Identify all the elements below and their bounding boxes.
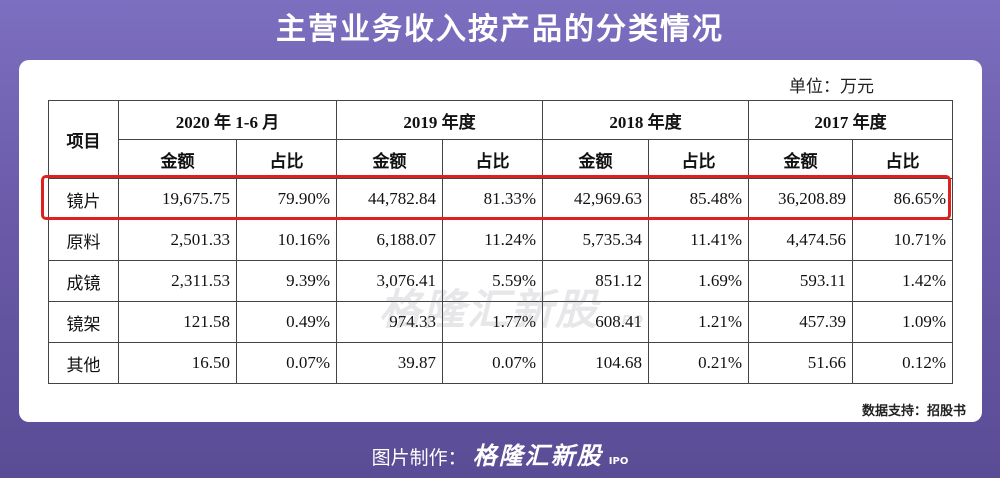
- row-label: 成镜: [48, 260, 119, 302]
- cell-amount: 593.11: [748, 260, 853, 302]
- row-label: 其他: [48, 342, 119, 384]
- page-title: 主营业务收入按产品的分类情况: [276, 12, 724, 47]
- cell-share: 10.16%: [236, 219, 337, 261]
- period-header: 2019 年度: [336, 100, 543, 140]
- amount-header: 金额: [542, 139, 649, 179]
- cell-amount: 51.66: [748, 342, 853, 384]
- amount-header: 金额: [336, 139, 443, 179]
- cell-amount: 851.12: [542, 260, 649, 302]
- share-header: 占比: [648, 139, 749, 179]
- cell-share: 1.69%: [648, 260, 749, 302]
- cell-share: 1.42%: [852, 260, 953, 302]
- period-header: 2017 年度: [748, 100, 953, 140]
- cell-share: 9.39%: [236, 260, 337, 302]
- cell-amount: 121.58: [118, 301, 237, 343]
- table-row: 镜片 19,675.75 79.90% 44,782.84 81.33% 42,…: [48, 178, 953, 220]
- cell-share: 11.24%: [442, 219, 543, 261]
- cell-amount: 36,208.89: [748, 178, 853, 220]
- cell-amount: 3,076.41: [336, 260, 443, 302]
- cell-amount: 19,675.75: [118, 178, 237, 220]
- footer-brand-sub: IPO: [608, 456, 629, 467]
- cell-amount: 4,474.56: [748, 219, 853, 261]
- cell-amount: 2,311.53: [118, 260, 237, 302]
- watermark-sub: IPO: [615, 313, 646, 327]
- cell-amount: 44,782.84: [336, 178, 443, 220]
- table-row: 成镜 2,311.53 9.39% 3,076.41 5.59% 851.12 …: [48, 260, 953, 302]
- share-header: 占比: [236, 139, 337, 179]
- footer-brand: 格隆汇新股: [472, 442, 603, 470]
- period-header: 2020 年 1-6 月: [118, 100, 337, 140]
- cell-amount: 6,188.07: [336, 219, 443, 261]
- cell-share: 0.21%: [648, 342, 749, 384]
- data-source-note: 数据支持：招股书: [861, 404, 966, 419]
- row-label: 原料: [48, 219, 119, 261]
- item-header: 项目: [48, 100, 119, 179]
- cell-share: 86.65%: [852, 178, 953, 220]
- row-label: 镜片: [48, 178, 119, 220]
- cell-share: 0.07%: [442, 342, 543, 384]
- cell-share: 1.21%: [648, 301, 749, 343]
- highlight-box: [41, 175, 951, 220]
- cell-amount: 39.87: [336, 342, 443, 384]
- table-card: 单位：万元 项目 2020 年 1-6 月 2019 年度 2018 年度 20…: [19, 60, 982, 422]
- footer-prefix: 图片制作：: [371, 447, 467, 469]
- table-row: 其他 16.50 0.07% 39.87 0.07% 104.68 0.21% …: [48, 342, 953, 384]
- share-header: 占比: [442, 139, 543, 179]
- cell-share: 0.12%: [852, 342, 953, 384]
- cell-share: 0.07%: [236, 342, 337, 384]
- table-row: 镜架 121.58 0.49% 974.33 1.77% 608.41 1.21…: [48, 301, 953, 343]
- period-header: 2018 年度: [542, 100, 749, 140]
- cell-amount: 5,735.34: [542, 219, 649, 261]
- cell-share: 85.48%: [648, 178, 749, 220]
- cell-share: 1.09%: [852, 301, 953, 343]
- footer-credit: 图片制作： 格隆汇新股 IPO: [0, 436, 1000, 471]
- cell-share: 5.59%: [442, 260, 543, 302]
- watermark-logo: 格隆汇新股 IPO: [379, 276, 645, 337]
- share-header: 占比: [852, 139, 953, 179]
- table-row: 原料 2,501.33 10.16% 6,188.07 11.24% 5,735…: [48, 219, 953, 261]
- amount-header: 金额: [118, 139, 237, 179]
- unit-label: 单位：万元: [789, 77, 874, 97]
- cell-share: 0.49%: [236, 301, 337, 343]
- watermark-text: 格隆汇新股: [379, 285, 600, 334]
- revenue-table: 项目 2020 年 1-6 月 2019 年度 2018 年度 2017 年度 …: [48, 100, 953, 384]
- amount-header: 金额: [748, 139, 853, 179]
- row-label: 镜架: [48, 301, 119, 343]
- cell-amount: 457.39: [748, 301, 853, 343]
- cell-share: 11.41%: [648, 219, 749, 261]
- cell-amount: 16.50: [118, 342, 237, 384]
- cell-amount: 104.68: [542, 342, 649, 384]
- cell-amount: 2,501.33: [118, 219, 237, 261]
- cell-share: 10.71%: [852, 219, 953, 261]
